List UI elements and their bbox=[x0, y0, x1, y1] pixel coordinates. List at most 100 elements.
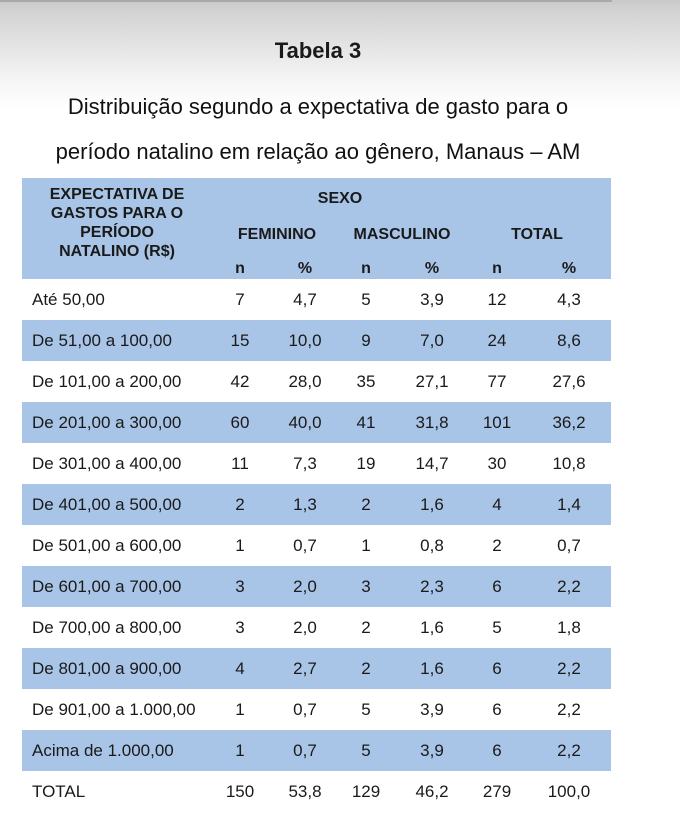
data-table: EXPECTATIVA DE GASTOS PARA O PERÍODO NAT… bbox=[22, 178, 611, 812]
cell-fem-pct: 2,0 bbox=[293, 618, 317, 637]
cell-total-pct: 1,4 bbox=[557, 495, 581, 514]
cell-fem-pct: 40,0 bbox=[288, 413, 322, 432]
cell-fem-pct: 2,0 bbox=[293, 577, 317, 596]
cell-fem-n: 1 bbox=[235, 700, 245, 719]
cell-masc-pct: 1,6 bbox=[420, 659, 444, 678]
row-label: TOTAL bbox=[32, 782, 86, 801]
cell-total-pct: 2,2 bbox=[557, 659, 581, 678]
table-row: De 301,00 a 400,00 11 7,3 19 14,7 30 10,8 bbox=[22, 443, 611, 484]
header-masculino: MASCULINO bbox=[353, 226, 451, 243]
table-body: Até 50,00 7 4,7 5 3,9 12 4,3 De 51,00 a 100,00 1… bbox=[22, 279, 611, 812]
row-label: Até 50,00 bbox=[32, 290, 105, 309]
row-label: De 401,00 a 500,00 bbox=[32, 495, 182, 514]
table-row: De 201,00 a 300,00 60 40,0 41 31,8 101 36,2 bbox=[22, 402, 611, 443]
header-line: PERÍODO bbox=[80, 224, 154, 241]
table-title: Tabela 3 bbox=[274, 38, 362, 63]
cell-fem-n: 1 bbox=[235, 741, 245, 760]
total-row: TOTAL 150 53,8 129 46,2 279 100,0 bbox=[22, 771, 611, 812]
cell-masc-n: 2 bbox=[361, 659, 371, 678]
cell-fem-n: 4 bbox=[235, 659, 245, 678]
row-label: De 601,00 a 700,00 bbox=[32, 577, 182, 596]
row-label: De 700,00 a 800,00 bbox=[32, 618, 182, 637]
cell-fem-n: 42 bbox=[230, 372, 250, 391]
cell-masc-n: 2 bbox=[361, 618, 371, 637]
caption-line-1: Distribuição segundo a expectativa de ga… bbox=[67, 94, 569, 119]
row-label: De 201,00 a 300,00 bbox=[32, 413, 182, 432]
cell-total-pct: 10,8 bbox=[552, 454, 586, 473]
cell-fem-n: 2 bbox=[235, 495, 245, 514]
cell-total-n: 6 bbox=[492, 700, 502, 719]
cell-total-n: 6 bbox=[492, 577, 502, 596]
header-line: NATALINO (R$) bbox=[59, 243, 175, 260]
cell-masc-pct: 14,7 bbox=[415, 454, 449, 473]
row-label: De 901,00 a 1.000,00 bbox=[32, 700, 196, 719]
cell-fem-pct: 10,0 bbox=[288, 331, 322, 350]
cell-fem-pct: 53,8 bbox=[288, 782, 322, 801]
cell-fem-n: 150 bbox=[225, 782, 255, 801]
table-row: De 801,00 a 900,00 4 2,7 2 1,6 6 2,2 bbox=[22, 648, 611, 689]
cell-total-n: 77 bbox=[487, 372, 507, 391]
cell-masc-n: 2 bbox=[361, 495, 371, 514]
cell-masc-pct: 0,8 bbox=[420, 536, 444, 555]
row-label: De 101,00 a 200,00 bbox=[32, 372, 182, 391]
header-total-n: n bbox=[492, 260, 502, 277]
cell-total-pct: 0,7 bbox=[557, 536, 581, 555]
cell-fem-n: 3 bbox=[235, 618, 245, 637]
table-row: De 901,00 a 1.000,00 1 0,7 5 3,9 6 2,2 bbox=[22, 689, 611, 730]
cell-masc-pct: 46,2 bbox=[415, 782, 449, 801]
cell-fem-n: 11 bbox=[231, 454, 249, 473]
header-masc-n: n bbox=[361, 260, 371, 277]
header-first-col: EXPECTATIVA DE GASTOS PARA O PERÍODO NAT… bbox=[22, 185, 212, 261]
table-row: De 101,00 a 200,00 42 28,0 35 27,1 77 27,6 bbox=[22, 361, 611, 402]
table-row: Até 50,00 7 4,7 5 3,9 12 4,3 bbox=[22, 279, 611, 320]
cell-total-pct: 36,2 bbox=[552, 413, 586, 432]
cell-total-pct: 8,6 bbox=[557, 331, 581, 350]
cell-total-pct: 2,2 bbox=[557, 741, 581, 760]
header-sexo: SEXO bbox=[317, 190, 363, 207]
cell-masc-n: 19 bbox=[356, 454, 376, 473]
header-total-pct: % bbox=[561, 260, 577, 277]
cell-total-n: 6 bbox=[492, 659, 502, 678]
cell-masc-pct: 31,8 bbox=[415, 413, 449, 432]
cell-masc-n: 5 bbox=[361, 290, 371, 309]
caption-line-2: período natalino em relação ao gênero, M… bbox=[55, 139, 581, 164]
row-label: Acima de 1.000,00 bbox=[32, 741, 174, 760]
cell-masc-pct: 7,0 bbox=[420, 331, 444, 350]
header-feminino: FEMININO bbox=[237, 226, 317, 243]
top-shadow bbox=[0, 0, 680, 110]
cell-total-n: 101 bbox=[482, 413, 512, 432]
table-header: EXPECTATIVA DE GASTOS PARA O PERÍODO NAT… bbox=[22, 178, 611, 279]
cell-masc-n: 129 bbox=[351, 782, 381, 801]
cell-masc-pct: 3,9 bbox=[420, 290, 444, 309]
cell-masc-n: 5 bbox=[361, 700, 371, 719]
cell-total-pct: 2,2 bbox=[557, 700, 581, 719]
row-label: De 301,00 a 400,00 bbox=[32, 454, 182, 473]
row-label: De 801,00 a 900,00 bbox=[32, 659, 182, 678]
cell-fem-pct: 0,7 bbox=[293, 536, 317, 555]
header-line: GASTOS PARA O bbox=[50, 205, 184, 222]
cell-total-n: 2 bbox=[492, 536, 502, 555]
header-total: TOTAL bbox=[511, 226, 563, 243]
cell-fem-pct: 0,7 bbox=[293, 741, 317, 760]
cell-total-n: 4 bbox=[492, 495, 502, 514]
cell-total-n: 279 bbox=[482, 782, 512, 801]
cell-fem-pct: 28,0 bbox=[288, 372, 322, 391]
cell-fem-pct: 4,7 bbox=[293, 290, 317, 309]
cell-total-n: 6 bbox=[492, 741, 502, 760]
table-row: De 401,00 a 500,00 2 1,3 2 1,6 4 1,4 bbox=[22, 484, 611, 525]
cell-fem-n: 1 bbox=[235, 536, 245, 555]
row-label: De 51,00 a 100,00 bbox=[32, 331, 172, 350]
cell-fem-pct: 0,7 bbox=[293, 700, 317, 719]
header-fem-pct: % bbox=[297, 260, 313, 277]
cell-total-pct: 27,6 bbox=[552, 372, 586, 391]
cell-total-n: 5 bbox=[492, 618, 502, 637]
table-row: Acima de 1.000,00 1 0,7 5 3,9 6 2,2 bbox=[22, 730, 611, 771]
row-label: De 501,00 a 600,00 bbox=[32, 536, 182, 555]
cell-masc-pct: 2,3 bbox=[420, 577, 444, 596]
cell-total-pct: 1,8 bbox=[557, 618, 581, 637]
cell-total-pct: 2,2 bbox=[557, 577, 581, 596]
cell-masc-n: 9 bbox=[361, 331, 371, 350]
cell-masc-pct: 1,6 bbox=[420, 618, 444, 637]
cell-fem-n: 3 bbox=[235, 577, 245, 596]
cell-masc-n: 35 bbox=[356, 372, 376, 391]
